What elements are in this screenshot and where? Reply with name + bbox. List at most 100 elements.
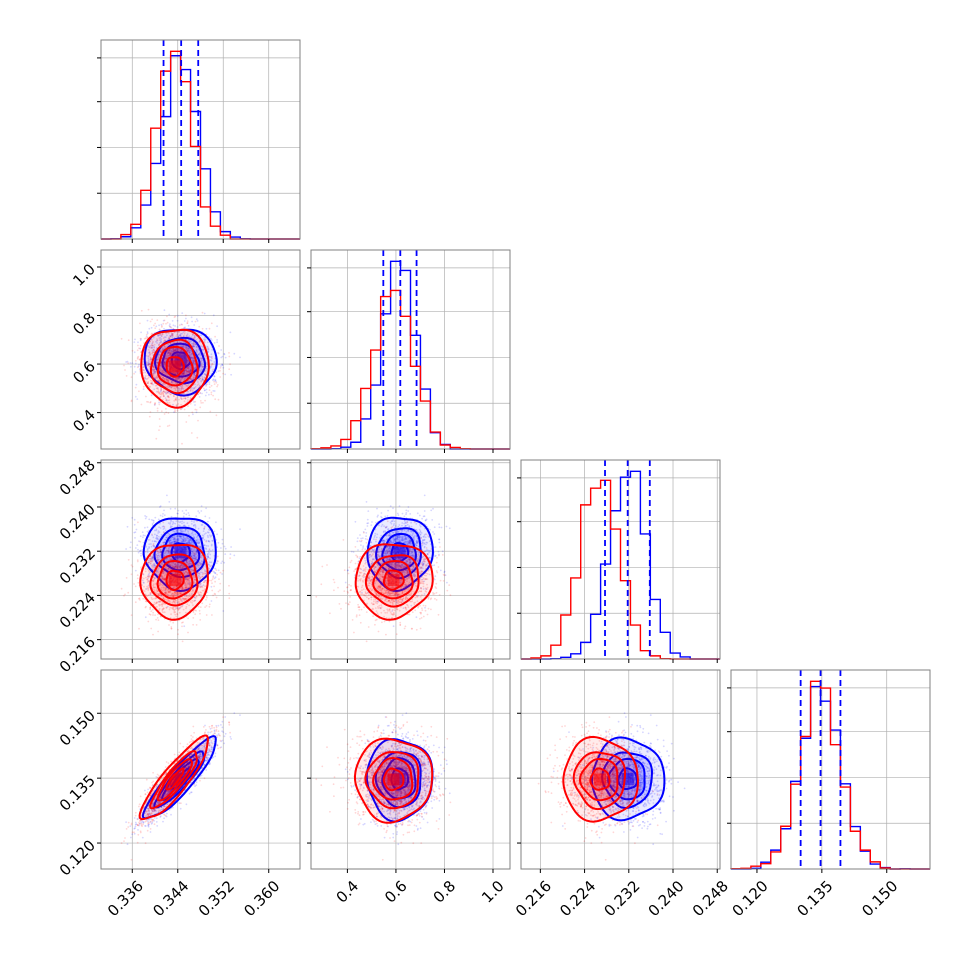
scatter-point <box>205 367 208 370</box>
scatter-point <box>160 392 163 395</box>
scatter-point <box>127 591 130 594</box>
scatter-point <box>189 349 192 351</box>
scatter-point <box>173 538 176 540</box>
scatter-point <box>158 333 161 336</box>
scatter-point <box>205 369 207 372</box>
scatter-point <box>155 437 158 440</box>
scatter-point <box>153 366 155 369</box>
scatter-point <box>207 520 209 523</box>
scatter-point <box>147 575 149 577</box>
scatter-point <box>161 515 164 518</box>
scatter-point <box>193 345 196 348</box>
scatter-point <box>186 385 189 387</box>
scatter-point <box>142 534 145 537</box>
scatter-point <box>146 382 149 384</box>
scatter-point <box>156 361 158 364</box>
scatter-point <box>223 353 226 356</box>
scatter-point <box>187 367 190 370</box>
scatter-point <box>210 585 213 588</box>
scatter-point <box>150 557 153 559</box>
scatter-point <box>228 597 231 600</box>
scatter-point <box>151 383 154 385</box>
scatter-point <box>187 395 190 398</box>
scatter-point <box>142 363 145 366</box>
scatter-point <box>211 362 214 365</box>
scatter-point <box>177 377 180 380</box>
scatter-point <box>173 538 175 541</box>
scatter-point <box>125 577 128 579</box>
scatter-point <box>208 381 211 383</box>
scatter-point <box>134 359 137 362</box>
scatter-point <box>181 604 184 607</box>
scatter-point <box>155 325 158 328</box>
scatter-point <box>152 519 155 522</box>
scatter-point <box>180 335 183 338</box>
scatter-point <box>182 541 185 543</box>
scatter-point <box>190 378 193 381</box>
scatter-point <box>168 313 171 316</box>
scatter-point <box>174 348 177 351</box>
scatter-point <box>208 383 211 385</box>
scatter-point <box>176 348 179 351</box>
scatter-point <box>178 334 181 337</box>
scatter-point <box>173 349 176 352</box>
scatter-point <box>179 379 182 382</box>
scatter-point <box>195 549 198 552</box>
scatter-point <box>213 383 216 385</box>
scatter-point <box>205 544 208 547</box>
scatter-point <box>201 537 204 539</box>
scatter-point <box>163 378 166 381</box>
scatter-point <box>133 518 136 521</box>
scatter-point <box>192 390 194 393</box>
scatter-point <box>192 623 195 626</box>
scatter-point <box>157 530 160 533</box>
scatter-point <box>160 575 163 578</box>
grid <box>101 250 300 449</box>
scatter-point <box>169 335 172 338</box>
scatter-point <box>155 618 158 621</box>
scatter-point <box>151 347 153 349</box>
scatter-point <box>149 613 152 616</box>
scatter-point <box>140 554 142 557</box>
scatter-point <box>162 390 165 393</box>
scatter-point <box>192 413 194 416</box>
scatter-point <box>185 348 188 351</box>
scatter-point <box>173 349 176 352</box>
scatter-point <box>156 361 159 364</box>
scatter-point <box>134 569 137 572</box>
scatter-point <box>167 378 170 381</box>
scatter-point <box>174 349 177 352</box>
scatter-point <box>185 314 187 317</box>
scatter-point <box>188 347 191 350</box>
scatter-point <box>186 335 189 338</box>
scatter-point <box>197 419 199 422</box>
scatter-point <box>169 343 172 345</box>
density-peak <box>168 360 181 373</box>
scatter-point <box>181 598 184 600</box>
scatter-point <box>183 625 186 628</box>
scatter-point <box>167 399 169 402</box>
scatter-point <box>164 361 166 364</box>
scatter-point <box>186 396 189 399</box>
scatter-point <box>134 531 137 533</box>
scatter-point <box>193 367 196 369</box>
scatter-point <box>174 348 177 351</box>
scatter-point <box>181 323 184 326</box>
scatter-point <box>190 568 192 571</box>
scatter-point <box>219 571 222 574</box>
scatter-point <box>171 336 174 339</box>
scatter-point <box>133 365 136 368</box>
scatter-point <box>197 354 200 356</box>
scatter-point <box>150 382 153 385</box>
scatter-point <box>175 349 178 352</box>
scatter-point <box>201 378 204 381</box>
scatter-point <box>139 344 142 347</box>
panel-frame <box>100 249 301 450</box>
scatter-point <box>165 354 168 357</box>
scatter-point <box>185 369 188 371</box>
scatter-point <box>141 531 144 534</box>
scatter-point <box>171 333 174 336</box>
scatter-point <box>211 348 214 351</box>
scatter-point <box>167 352 170 354</box>
panel-frame <box>730 669 931 870</box>
